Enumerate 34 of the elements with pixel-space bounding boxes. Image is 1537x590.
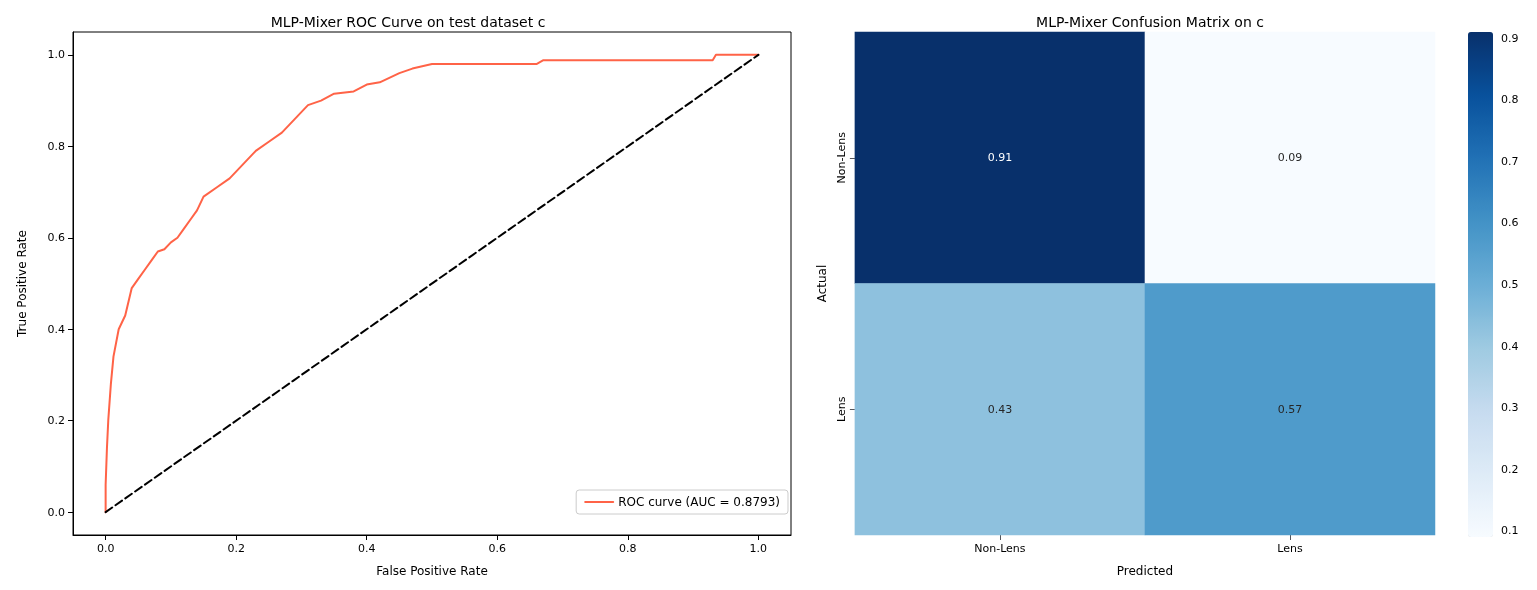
data-label: 0.09 [1277,151,1303,165]
color-bar-label: 0.4 [1501,339,1519,353]
y-tick-label: 0.8 [47,139,65,153]
y-tick-label: 0.0 [47,505,65,519]
x-tick-label: 0.8 [619,542,637,555]
data-label: 0.91 [987,151,1013,165]
y-tick-label: 1.0 [47,48,65,62]
x-tick-label: 0.0 [96,542,115,555]
x-axis-title: Predicted [1116,564,1174,578]
data-label: 0.43 [987,402,1013,416]
color-bar-label: 0.5 [1501,278,1519,291]
color-bar-label: 0.3 [1501,401,1519,415]
color-bar-label: 0.2 [1501,462,1519,476]
x-tick-label: 0.4 [357,542,376,555]
x-tick-label: 0.2 [227,542,245,555]
x-tick-label: 0.6 [488,542,507,555]
color-bar-label: 0.7 [1501,154,1519,168]
y-axis-title: Actual [815,264,829,303]
x-axis-title: False Positive Rate [376,564,488,578]
y-axis-title: True Positive Rate [15,230,29,338]
x-tick-label: Lens [1277,542,1303,555]
color-bar-label: 0.6 [1501,216,1519,230]
color-bar-label: 0.8 [1501,93,1519,107]
chart-title: MLP-Mixer Confusion Matrix on c [1036,14,1264,30]
x-tick-label: 1.0 [749,542,768,555]
y-tick-label: 0.2 [47,414,65,428]
legend-label: ROC curve (AUC = 0.8793) [618,495,781,509]
color-bar-label: 0.9 [1501,31,1519,45]
data-label: 0.57 [1277,402,1303,416]
chart-title: MLP-Mixer ROC Curve on test dataset c [270,14,546,30]
color-bar-label: 0.1 [1501,524,1519,538]
x-tick-label: Non-Lens [974,542,1026,555]
y-tick-label: 0.4 [47,322,65,336]
y-tick-label: 0.6 [47,231,65,245]
